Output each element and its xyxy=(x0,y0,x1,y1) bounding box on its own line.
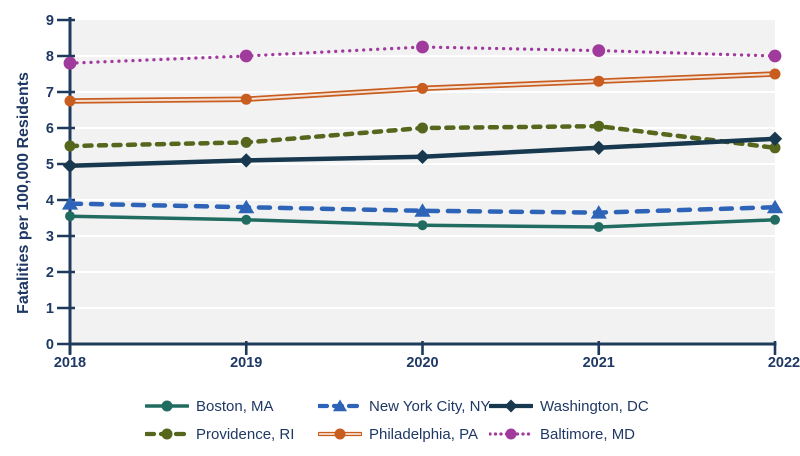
marker-boston-ma-2021 xyxy=(593,222,604,232)
y-tick-label: 8 xyxy=(46,49,54,65)
marker-washington-dc-2021 xyxy=(591,140,606,155)
marker-baltimore-md-2022 xyxy=(768,49,782,63)
x-tick-label: 2021 xyxy=(583,355,615,371)
y-tick-label: 1 xyxy=(46,301,54,317)
y-tick-label: 9 xyxy=(46,13,54,29)
marker-providence-ri-2022 xyxy=(769,142,781,154)
y-tick-label: 2 xyxy=(46,265,54,281)
marker-philadelphia-pa-2020 xyxy=(417,82,428,94)
y-tick-label: 4 xyxy=(46,193,54,209)
marker-new-york-city-ny-2022 xyxy=(766,199,784,214)
legend-item-philadelphia-pa: Philadelphia, PA xyxy=(318,425,478,443)
line-chart-canvas: 0 1 2 3 4 5 6 7 8 9 2018 2019 2020 2021 2022 xyxy=(46,13,800,371)
legend-marker xyxy=(504,399,518,413)
legend-item-providence-ri: Providence, RI xyxy=(145,425,294,443)
legend-marker xyxy=(334,428,346,440)
legend-item-boston-ma: Boston, MA xyxy=(145,397,274,415)
marker-boston-ma-2022 xyxy=(770,214,780,225)
legend-item-washington-dc: Washington, DC xyxy=(489,397,649,415)
legend-swatch-washington-dc xyxy=(489,399,533,413)
marker-philadelphia-pa-2019 xyxy=(240,93,252,105)
marker-washington-dc-2022 xyxy=(767,131,783,146)
legend-swatch-baltimore-md xyxy=(489,428,533,440)
marker-baltimore-md-2021 xyxy=(592,44,606,57)
legend-swatch-boston-ma xyxy=(145,400,189,412)
marker-providence-ri-2018 xyxy=(64,140,76,152)
marker-new-york-city-ny-2021 xyxy=(590,205,607,219)
legend-marker xyxy=(332,399,348,412)
legend-label: Baltimore, MD xyxy=(540,425,636,443)
legend-label: Providence, RI xyxy=(196,425,295,443)
marker-boston-ma-2019 xyxy=(241,214,252,225)
x-tick-label: 2020 xyxy=(406,355,438,371)
marker-philadelphia-pa-2018 xyxy=(64,95,76,107)
legend-item-baltimore-md: Baltimore, MD xyxy=(489,425,635,443)
legend-label: Washington, DC xyxy=(540,397,649,415)
y-tick-label: 3 xyxy=(46,229,54,245)
y-axis-title: Fatalities per 100,000 Residents xyxy=(15,72,32,314)
marker-boston-ma-2018 xyxy=(65,211,75,222)
marker-baltimore-md-2020 xyxy=(416,40,429,54)
marker-baltimore-md-2019 xyxy=(239,49,253,63)
marker-providence-ri-2021 xyxy=(593,120,605,132)
marker-boston-ma-2020 xyxy=(417,220,428,231)
y-tick-label: 5 xyxy=(46,157,54,173)
marker-philadelphia-pa-2022 xyxy=(769,68,781,80)
legend-item-new-york-city-ny: New York City, NY xyxy=(318,397,490,415)
legend-label: Boston, MA xyxy=(196,397,274,415)
marker-baltimore-md-2018 xyxy=(63,56,77,70)
x-tick-label: 2018 xyxy=(54,355,86,371)
marker-providence-ri-2019 xyxy=(240,136,252,148)
legend-marker xyxy=(161,400,173,412)
series-line-baltimore-md xyxy=(68,45,777,65)
y-tick-label: 6 xyxy=(46,121,54,137)
marker-providence-ri-2020 xyxy=(417,122,428,134)
legend-marker xyxy=(505,428,517,440)
marker-washington-dc-2020 xyxy=(415,149,430,164)
y-tick-label: 7 xyxy=(46,85,54,101)
marker-washington-dc-2018 xyxy=(62,158,78,173)
legend-swatch-providence-ri xyxy=(145,428,189,440)
legend-swatch-new-york-city-ny xyxy=(318,399,362,412)
series-line-new-york-city-ny xyxy=(67,201,778,215)
plot-area xyxy=(71,20,775,343)
legend-marker xyxy=(161,428,173,440)
legend-label: New York City, NY xyxy=(369,397,491,415)
marker-new-york-city-ny-2018 xyxy=(61,196,79,210)
x-tick-label: 2022 xyxy=(768,355,800,371)
marker-new-york-city-ny-2020 xyxy=(414,203,431,217)
legend-swatch-philadelphia-pa xyxy=(318,428,362,440)
y-tick-label: 0 xyxy=(46,337,54,353)
marker-new-york-city-ny-2019 xyxy=(238,199,255,214)
marker-washington-dc-2019 xyxy=(239,153,254,168)
marker-philadelphia-pa-2021 xyxy=(593,75,605,87)
x-tick-label: 2019 xyxy=(230,355,262,371)
legend-label: Philadelphia, PA xyxy=(369,425,478,443)
